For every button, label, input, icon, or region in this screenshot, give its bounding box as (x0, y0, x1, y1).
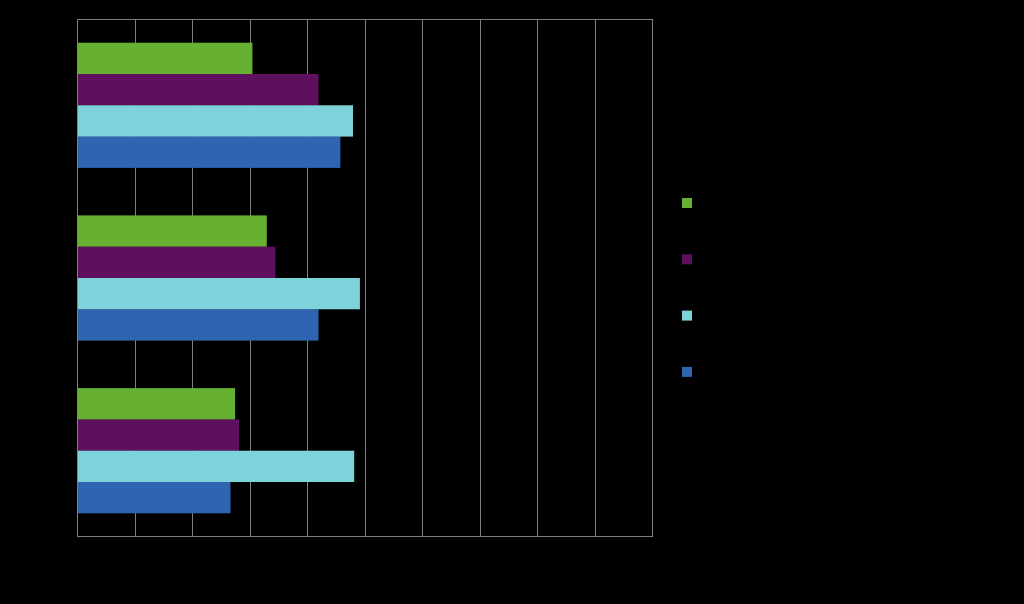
legend-swatch (682, 366, 692, 377)
bar (77, 136, 341, 168)
legend-swatch (682, 198, 692, 208)
legend-swatch (682, 254, 692, 265)
plot-area-frame (77, 19, 653, 537)
bar (77, 278, 360, 310)
bar (77, 105, 353, 137)
bars (77, 42, 360, 514)
bar (77, 388, 236, 420)
legend (682, 198, 692, 377)
bar (77, 450, 355, 482)
bar (77, 246, 276, 278)
bar (77, 215, 267, 247)
bar (77, 482, 231, 514)
legend-swatch (682, 310, 692, 321)
bar (77, 419, 240, 451)
bar (77, 309, 319, 341)
bar (77, 42, 253, 74)
bar (77, 74, 319, 106)
